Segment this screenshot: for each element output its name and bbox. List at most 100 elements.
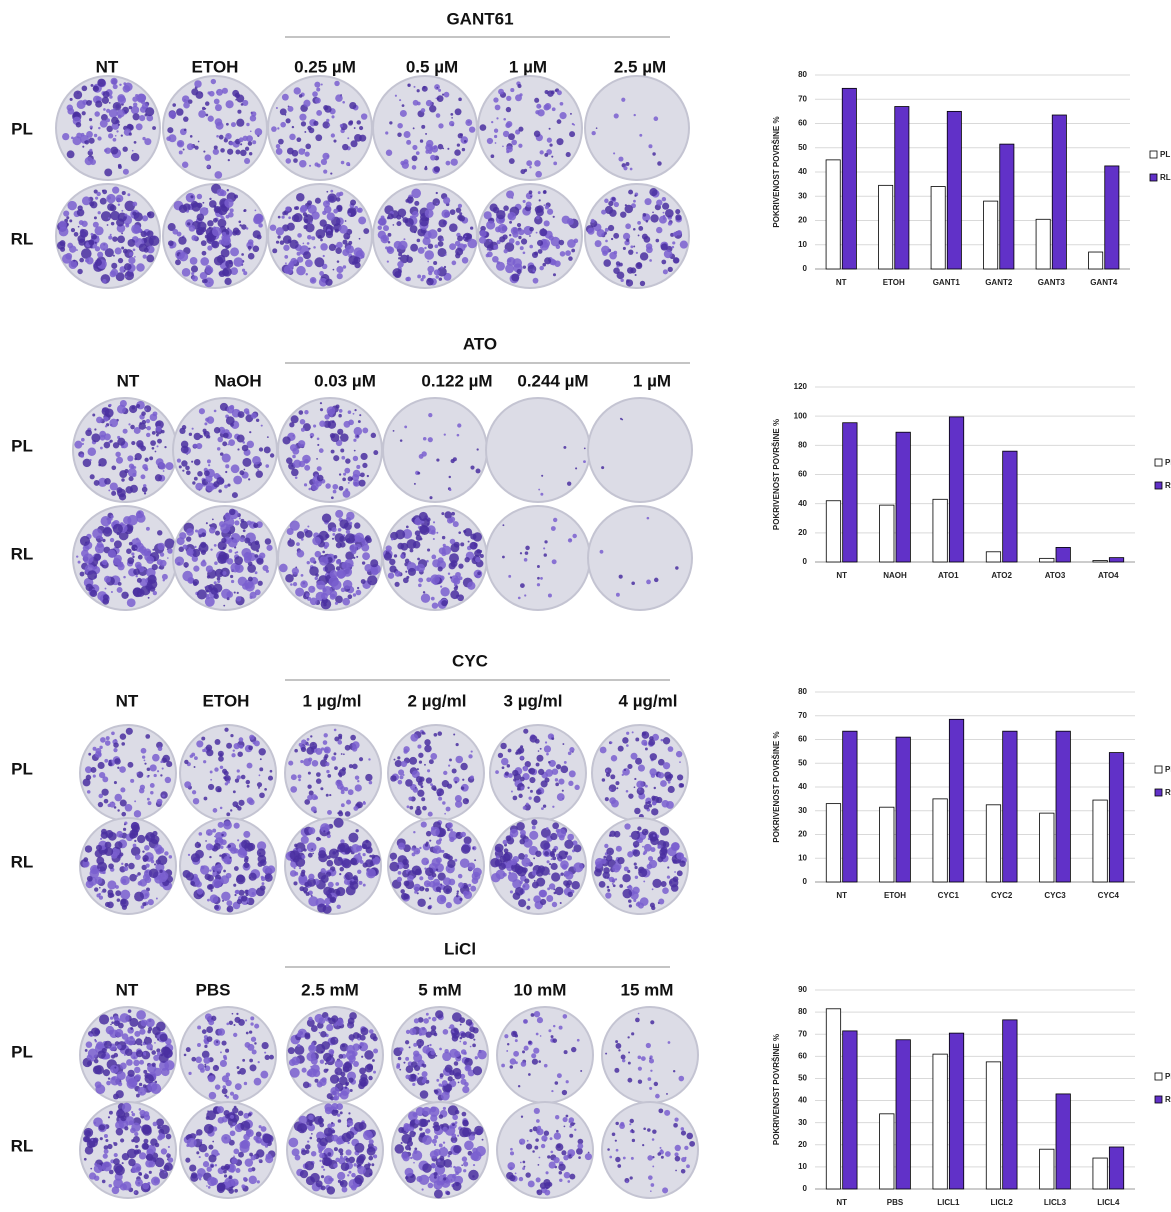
- colony: [229, 857, 231, 859]
- colony: [222, 1075, 229, 1082]
- colony: [510, 1065, 513, 1068]
- colony: [679, 761, 681, 763]
- colony: [633, 841, 640, 848]
- colony: [213, 808, 218, 813]
- plate: [278, 398, 382, 502]
- colony: [654, 1082, 658, 1086]
- colony: [232, 1013, 234, 1015]
- colony: [164, 1049, 173, 1058]
- colony: [596, 127, 598, 129]
- colony: [341, 161, 345, 165]
- colony: [289, 134, 295, 140]
- colony: [223, 547, 226, 550]
- colony: [353, 1043, 361, 1051]
- colony: [109, 95, 113, 99]
- colony: [236, 596, 241, 601]
- colony: [239, 737, 244, 742]
- colony: [422, 275, 426, 279]
- colony: [300, 872, 305, 877]
- colony: [628, 1052, 630, 1054]
- colony: [508, 749, 512, 753]
- colony: [669, 878, 678, 887]
- colony: [198, 110, 206, 118]
- colony: [127, 598, 136, 607]
- colony: [515, 1061, 518, 1064]
- colony: [618, 157, 623, 162]
- colony: [111, 222, 115, 226]
- colony: [216, 1041, 218, 1043]
- colony: [95, 751, 102, 758]
- colony: [120, 890, 130, 900]
- colony: [335, 1068, 343, 1076]
- colony: [204, 1064, 206, 1066]
- colony: [545, 769, 553, 777]
- colony: [222, 441, 227, 446]
- colony: [207, 435, 211, 439]
- colony: [78, 238, 85, 245]
- plate-dish: [497, 1007, 593, 1103]
- colony: [176, 108, 184, 116]
- colony: [264, 1052, 266, 1054]
- colony: [340, 843, 349, 852]
- colony: [556, 764, 561, 769]
- plate: [180, 1102, 276, 1198]
- colony: [230, 141, 234, 145]
- colony: [448, 1151, 452, 1155]
- colony: [207, 884, 213, 890]
- colony: [231, 580, 234, 583]
- colony: [142, 850, 144, 852]
- colony: [387, 246, 393, 252]
- colony: [493, 245, 498, 250]
- colony: [638, 1080, 642, 1084]
- colony: [544, 257, 551, 264]
- colony: [433, 879, 440, 886]
- colony: [418, 583, 422, 587]
- colony: [615, 1040, 618, 1043]
- colony: [398, 269, 402, 273]
- colony: [441, 1092, 450, 1101]
- colony: [631, 1032, 634, 1035]
- colony: [398, 769, 404, 775]
- colony: [100, 198, 107, 205]
- colony: [257, 1180, 260, 1183]
- colony: [634, 195, 636, 197]
- colony: [249, 735, 254, 740]
- colony: [307, 242, 310, 245]
- colony: [314, 162, 318, 166]
- colony: [503, 840, 508, 845]
- colony: [334, 752, 337, 755]
- colony: [523, 766, 529, 772]
- colony: [359, 1042, 364, 1047]
- colony: [369, 781, 373, 785]
- colony: [574, 785, 579, 790]
- colony: [125, 804, 133, 812]
- colony: [296, 137, 301, 142]
- colony: [123, 249, 128, 254]
- colony: [555, 778, 558, 781]
- colony: [410, 786, 412, 788]
- colony: [417, 239, 421, 243]
- colony: [150, 414, 158, 422]
- colony: [232, 90, 239, 97]
- colony: [601, 466, 604, 469]
- colony: [177, 232, 182, 237]
- colony: [546, 895, 553, 902]
- colony: [416, 776, 423, 783]
- column-label: 0.25 µM: [294, 57, 356, 76]
- colony: [428, 413, 432, 417]
- colony: [522, 883, 529, 890]
- colony: [208, 1145, 213, 1150]
- colony: [489, 239, 491, 241]
- colony: [297, 531, 305, 539]
- colony: [567, 892, 573, 898]
- colony: [358, 881, 362, 885]
- colony: [649, 259, 652, 262]
- colony: [203, 432, 206, 435]
- colony: [631, 581, 635, 585]
- colony: [317, 437, 320, 440]
- colony: [116, 130, 118, 132]
- colony: [140, 785, 145, 790]
- colony: [139, 1083, 142, 1086]
- colony: [232, 1122, 235, 1125]
